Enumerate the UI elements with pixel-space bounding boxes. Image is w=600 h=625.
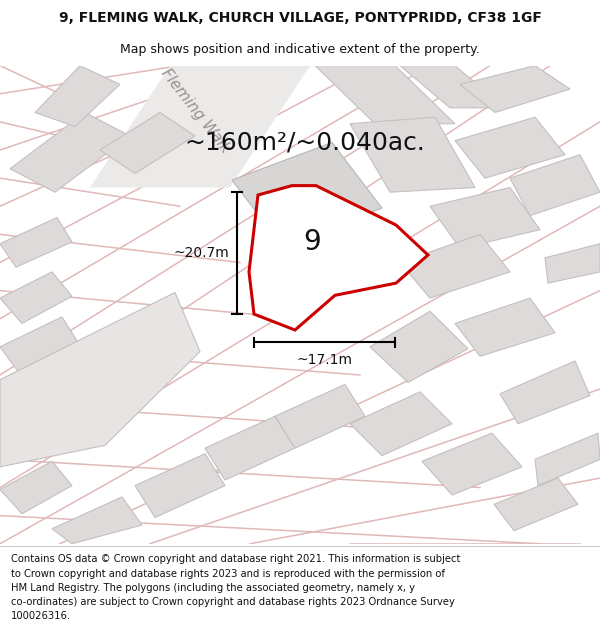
Polygon shape (494, 478, 578, 531)
Polygon shape (205, 416, 295, 480)
Polygon shape (350, 392, 452, 456)
Polygon shape (500, 361, 590, 424)
Polygon shape (10, 112, 130, 192)
Text: to Crown copyright and database rights 2023 and is reproduced with the permissio: to Crown copyright and database rights 2… (11, 569, 445, 579)
Text: 100026316.: 100026316. (11, 611, 71, 621)
Polygon shape (135, 454, 225, 518)
Polygon shape (455, 298, 555, 356)
Polygon shape (315, 66, 455, 124)
Polygon shape (90, 66, 310, 188)
Polygon shape (535, 433, 600, 486)
Polygon shape (350, 118, 475, 192)
Polygon shape (455, 118, 565, 178)
Text: ~17.1m: ~17.1m (296, 354, 353, 367)
Polygon shape (100, 112, 195, 173)
Polygon shape (0, 217, 72, 268)
Polygon shape (370, 311, 468, 382)
Text: ~160m²/~0.040ac.: ~160m²/~0.040ac. (185, 131, 425, 154)
Polygon shape (0, 272, 72, 324)
Polygon shape (0, 461, 72, 514)
Polygon shape (510, 154, 600, 216)
Polygon shape (275, 384, 365, 448)
Polygon shape (0, 396, 82, 452)
Polygon shape (249, 186, 428, 330)
Polygon shape (0, 317, 82, 377)
Text: Fleming Walk: Fleming Walk (158, 66, 232, 156)
Polygon shape (422, 433, 522, 495)
Text: Contains OS data © Crown copyright and database right 2021. This information is : Contains OS data © Crown copyright and d… (11, 554, 460, 564)
Text: co-ordinates) are subject to Crown copyright and database rights 2023 Ordnance S: co-ordinates) are subject to Crown copyr… (11, 597, 455, 607)
Text: ~20.7m: ~20.7m (173, 246, 229, 260)
Polygon shape (232, 142, 382, 246)
Text: HM Land Registry. The polygons (including the associated geometry, namely x, y: HM Land Registry. The polygons (includin… (11, 582, 415, 592)
Text: 9, FLEMING WALK, CHURCH VILLAGE, PONTYPRIDD, CF38 1GF: 9, FLEMING WALK, CHURCH VILLAGE, PONTYPR… (59, 11, 541, 26)
Polygon shape (460, 66, 570, 112)
Polygon shape (400, 66, 505, 108)
Polygon shape (0, 292, 200, 467)
Polygon shape (35, 66, 120, 126)
Polygon shape (430, 188, 540, 248)
Polygon shape (545, 244, 600, 283)
Polygon shape (52, 497, 142, 544)
Text: Map shows position and indicative extent of the property.: Map shows position and indicative extent… (120, 42, 480, 56)
Text: 9: 9 (303, 228, 321, 256)
Polygon shape (400, 234, 510, 298)
